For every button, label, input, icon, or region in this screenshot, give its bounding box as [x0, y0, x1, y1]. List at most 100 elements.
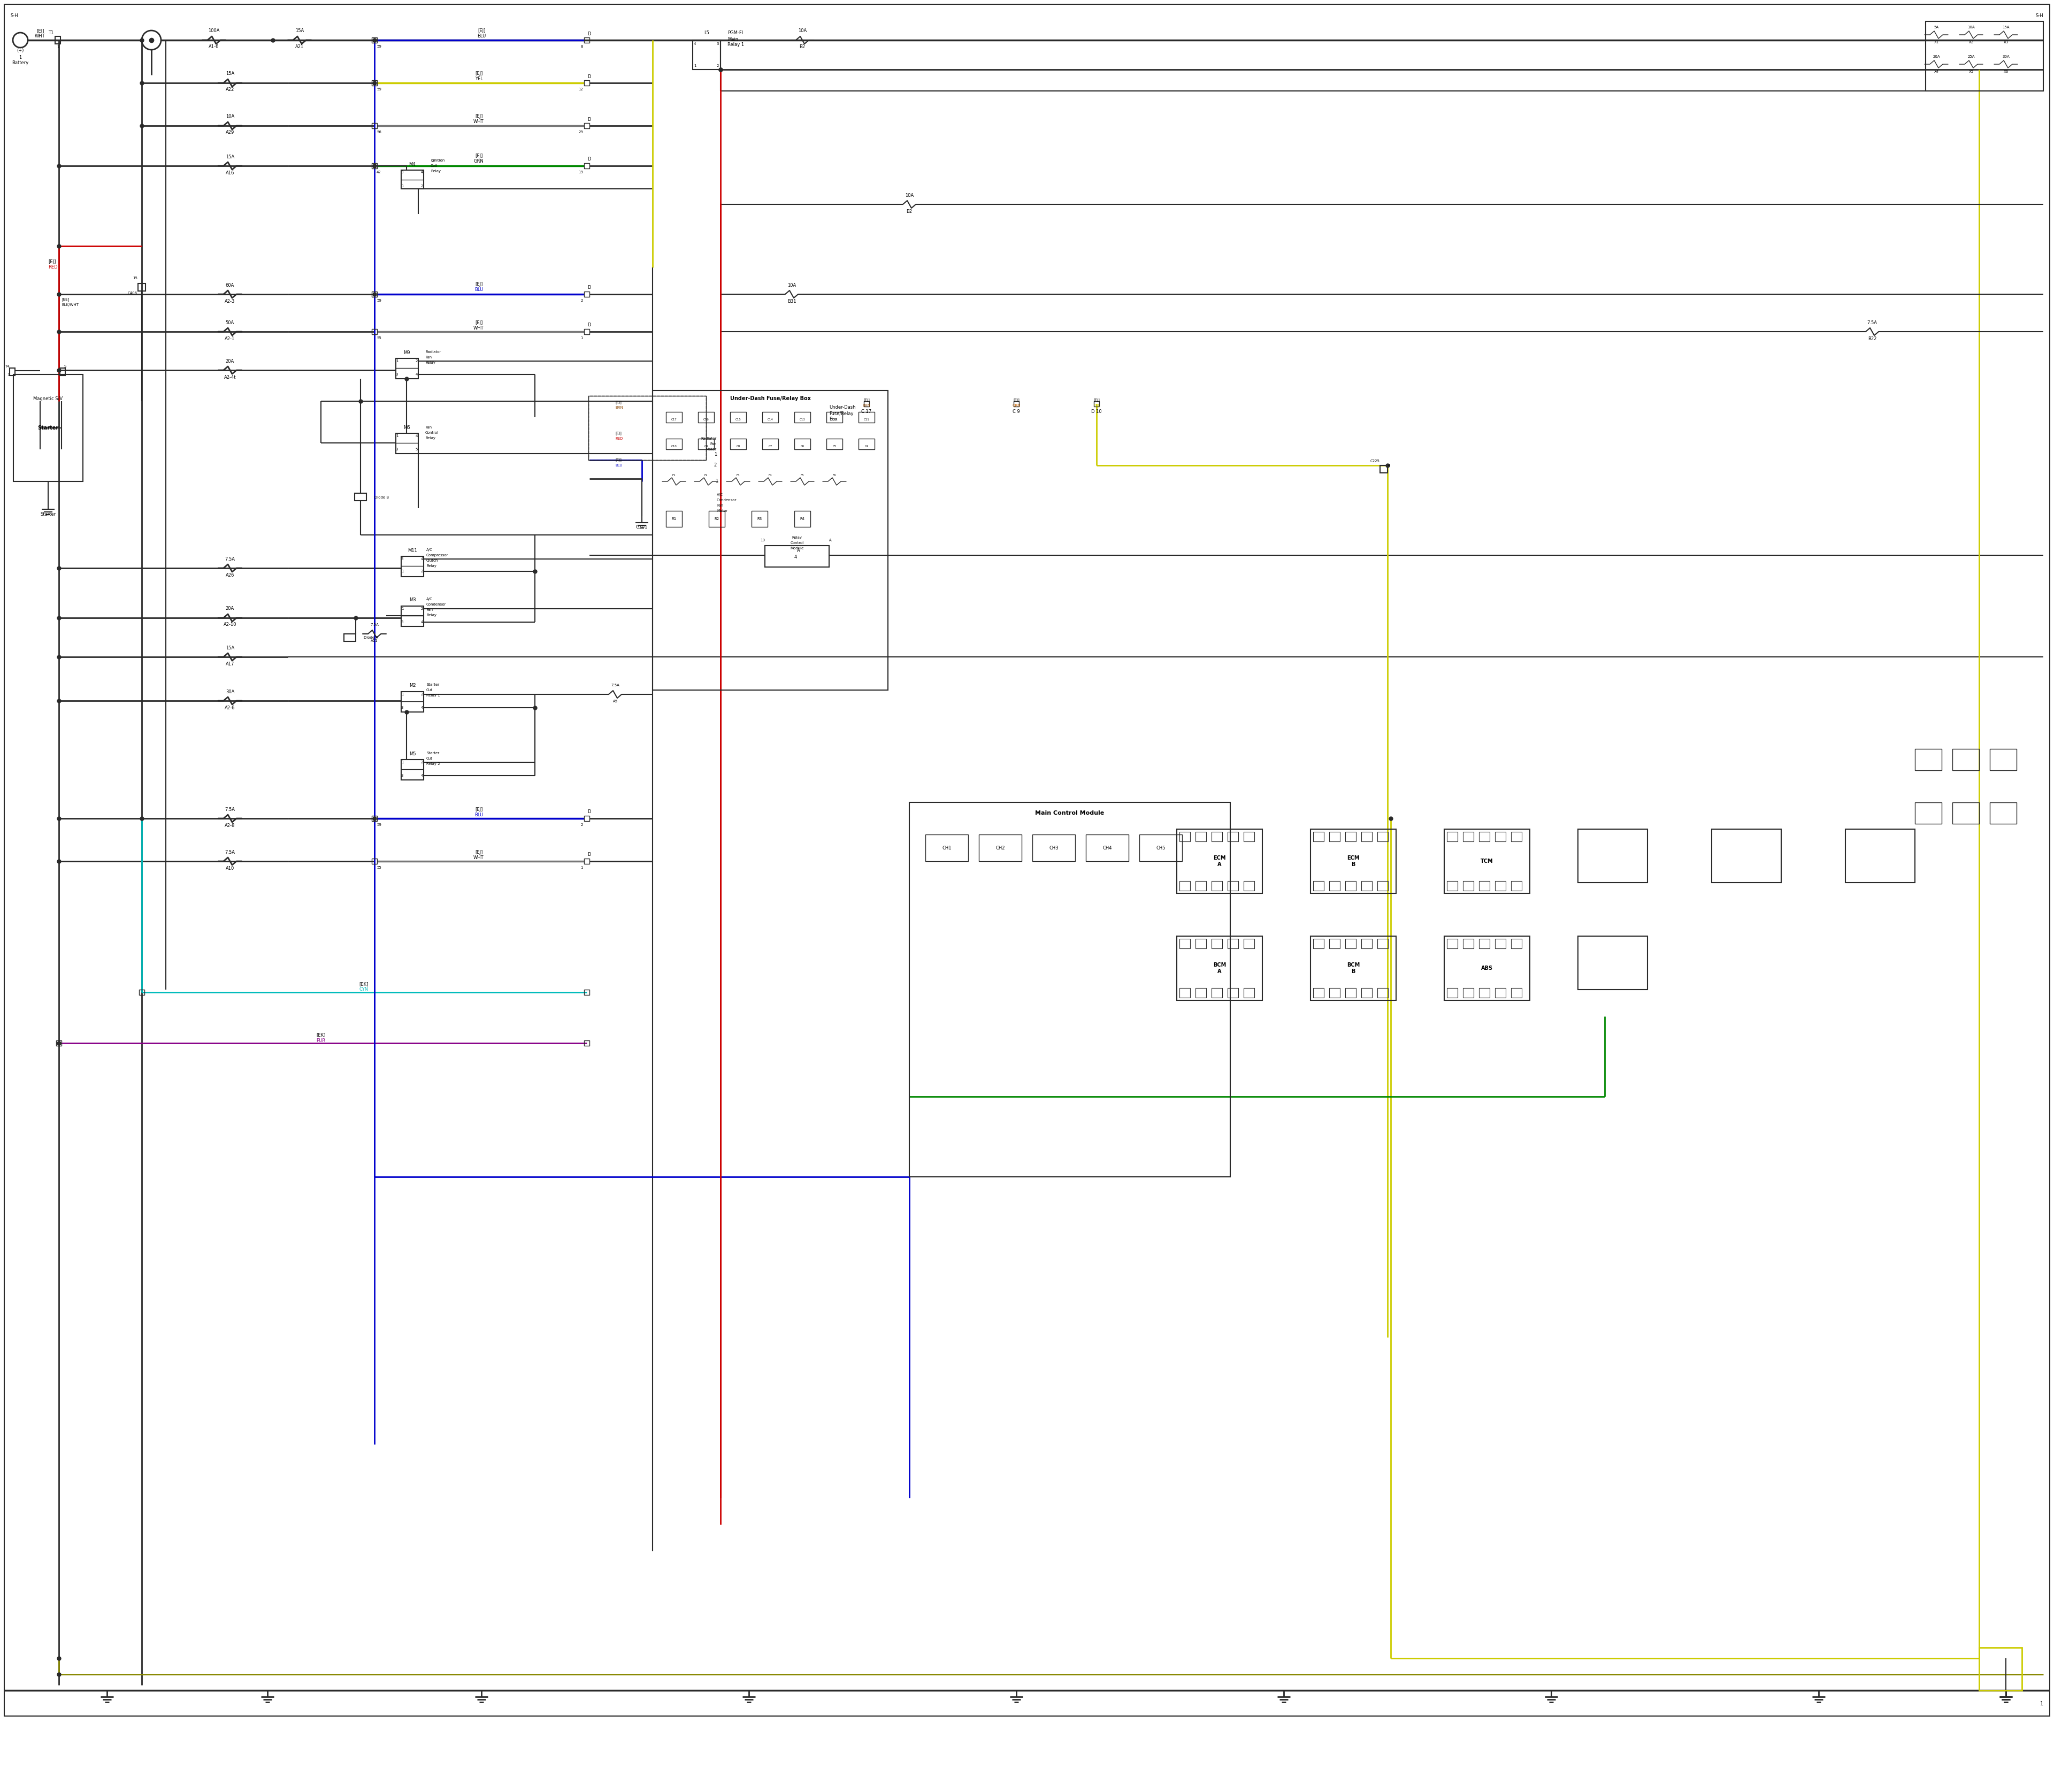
Text: BLU: BLU [477, 34, 485, 39]
Text: [EI]: [EI] [37, 29, 43, 34]
Text: [EJ]: [EJ] [479, 29, 485, 34]
Text: 10A: 10A [906, 194, 914, 197]
Text: Control: Control [791, 541, 803, 545]
Text: (+): (+) [16, 48, 25, 54]
Text: M3: M3 [409, 599, 415, 602]
Bar [343, 634, 355, 642]
Text: Condensor: Condensor [717, 498, 737, 502]
Text: Fan: Fan [717, 504, 723, 507]
Bar [1380, 466, 1389, 473]
Text: 4: 4 [421, 774, 423, 778]
Text: 15: 15 [134, 276, 138, 280]
Bar [1980, 1647, 2021, 1690]
Text: 7.5A: 7.5A [226, 557, 234, 561]
Text: L5: L5 [705, 30, 709, 36]
Text: 19: 19 [579, 170, 583, 174]
Bar [1446, 882, 1458, 891]
Text: [EJ]: [EJ] [474, 321, 483, 324]
Text: 2: 2 [421, 570, 423, 573]
Text: 10: 10 [760, 539, 764, 541]
Bar [1313, 987, 1325, 998]
Text: F5: F5 [801, 473, 803, 477]
Text: BLU: BLU [614, 464, 622, 468]
Text: 3: 3 [396, 373, 398, 376]
Text: Fuse/Relay: Fuse/Relay [830, 410, 852, 416]
Bar [372, 81, 378, 86]
Bar [1844, 830, 1914, 883]
Text: Relay: Relay [427, 564, 435, 568]
Bar [826, 412, 842, 423]
Bar [1345, 939, 1356, 948]
Text: CH2: CH2 [996, 846, 1004, 849]
Text: A2-8: A2-8 [224, 823, 236, 828]
Text: Radiator: Radiator [425, 351, 442, 353]
Text: 10A: 10A [799, 29, 807, 34]
Text: 20A: 20A [226, 606, 234, 611]
Text: A22: A22 [226, 88, 234, 91]
Bar [1462, 987, 1473, 998]
Text: 3: 3 [401, 620, 403, 624]
Bar [1953, 749, 1980, 771]
Bar [709, 511, 725, 527]
Bar [859, 412, 875, 423]
Bar [583, 124, 589, 129]
Bar [583, 858, 589, 864]
Text: 1: 1 [8, 373, 10, 376]
Text: ABS: ABS [1481, 966, 1493, 971]
Text: 20A: 20A [1933, 56, 1939, 59]
Text: T4: T4 [4, 366, 10, 367]
Bar [1990, 803, 2017, 824]
Text: A2-4t: A2-4t [224, 375, 236, 380]
Bar [355, 493, 366, 500]
Bar [138, 283, 146, 290]
Bar [372, 124, 378, 129]
Text: Radiator: Radiator [700, 437, 717, 441]
Text: Under-Dash: Under-Dash [830, 405, 857, 410]
Bar [1212, 987, 1222, 998]
Bar [698, 439, 715, 450]
Bar [1345, 882, 1356, 891]
Text: ORN: ORN [1013, 403, 1021, 407]
Text: RED: RED [47, 265, 58, 271]
Bar [55, 1041, 62, 1047]
Text: BCM
A: BCM A [1214, 962, 1226, 975]
Text: 1: 1 [401, 185, 403, 188]
Bar [583, 330, 589, 335]
Text: A1-6: A1-6 [210, 45, 220, 50]
Text: 4: 4 [421, 170, 423, 174]
Text: D: D [587, 73, 592, 79]
Text: BLU: BLU [474, 812, 483, 817]
Bar [583, 989, 589, 995]
Bar [1362, 939, 1372, 948]
Bar [372, 163, 378, 168]
Text: C12: C12 [832, 419, 838, 421]
Text: D: D [587, 116, 592, 122]
Text: Relay 2: Relay 2 [427, 762, 440, 765]
Text: 2: 2 [717, 65, 719, 68]
Bar [1462, 882, 1473, 891]
Bar [55, 36, 60, 43]
Bar [1313, 831, 1325, 842]
Text: C13: C13 [799, 419, 805, 421]
Bar [1329, 882, 1339, 891]
Bar [692, 39, 721, 70]
Bar [1177, 830, 1263, 894]
Bar [1329, 987, 1339, 998]
Text: Magnetic S/V: Magnetic S/V [33, 396, 64, 401]
Bar [140, 989, 144, 995]
Text: 29: 29 [579, 131, 583, 134]
Text: 25A: 25A [1968, 56, 1974, 59]
Text: C14: C14 [768, 419, 772, 421]
Text: 5: 5 [415, 448, 417, 452]
Text: T1: T1 [47, 30, 53, 36]
Bar [583, 815, 589, 821]
Text: 1: 1 [2040, 1701, 2044, 1706]
Text: Relay 1: Relay 1 [727, 41, 744, 47]
Bar [1243, 831, 1255, 842]
Text: Motor: Motor [707, 448, 717, 452]
Bar [1212, 831, 1222, 842]
Text: 20A: 20A [226, 358, 234, 364]
Bar [665, 439, 682, 450]
Circle shape [12, 32, 29, 48]
Text: C225: C225 [1370, 459, 1380, 462]
